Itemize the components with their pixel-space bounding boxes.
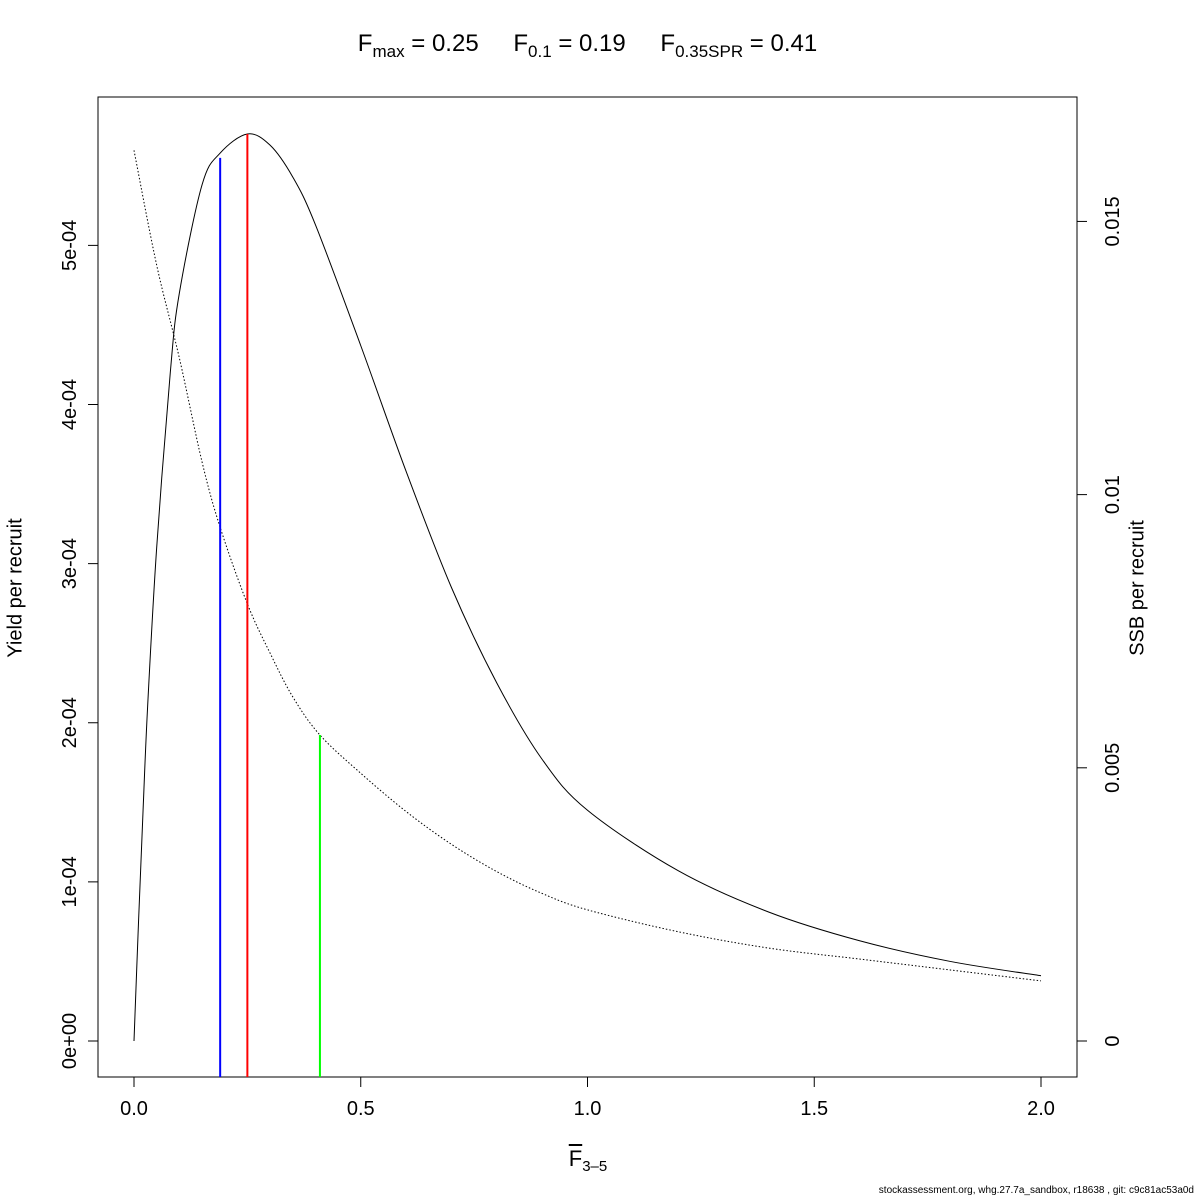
f01-label: F0.1 = 0.19	[513, 30, 626, 61]
fmax-label: Fmax = 0.25	[357, 30, 479, 61]
y-axis-right-label: SSB per recruit	[1126, 520, 1149, 656]
x-tick-label: 2.0	[1027, 1098, 1055, 1120]
x-tick-label: 1.5	[800, 1098, 828, 1120]
fspr-label: F0.35SPR = 0.41	[660, 30, 818, 61]
x-axis: 0.0 0.5 1.0 1.5 2.0	[120, 1077, 1055, 1120]
y-right-tick-label: 0.01	[1102, 475, 1124, 514]
y-left-tick-label: 0e+00	[59, 1013, 81, 1069]
footer-note: stockassessment.org, whg.27.7a_sandbox, …	[878, 1185, 1194, 1196]
chart-title: Fmax = 0.25 F0.1 = 0.19 F0.35SPR = 0.41	[0, 30, 1175, 62]
y-axis-left: 0e+00 1e-04 2e-04 3e-04 4e-04 5e-04	[59, 220, 98, 1069]
x-tick-label: 1.0	[574, 1098, 602, 1120]
x-tick-label: 0.5	[347, 1098, 375, 1120]
y-right-tick-label: 0	[1102, 1035, 1124, 1046]
y-left-tick-label: 1e-04	[59, 856, 81, 907]
y-right-tick-label: 0.015	[1102, 196, 1124, 246]
y-axis-right: 0 0.005 0.01 0.015	[1077, 196, 1124, 1047]
y-left-tick-label: 3e-04	[59, 538, 81, 589]
y-left-tick-label: 4e-04	[59, 379, 81, 430]
ssb-per-recruit-line	[133, 150, 1042, 982]
y-left-tick-label: 5e-04	[59, 220, 81, 271]
x-axis-label: F3–5	[568, 1146, 608, 1175]
reference-lines	[219, 134, 321, 1077]
yield-per-recruit-line	[133, 133, 1042, 1042]
y-left-tick-label: 2e-04	[59, 697, 81, 748]
plot-frame	[97, 96, 1078, 1078]
y-right-tick-label: 0.005	[1102, 743, 1124, 793]
y-axis-left-label: Yield per recruit	[4, 518, 27, 658]
x-tick-label: 0.0	[120, 1098, 148, 1120]
series-group	[133, 133, 1042, 1042]
